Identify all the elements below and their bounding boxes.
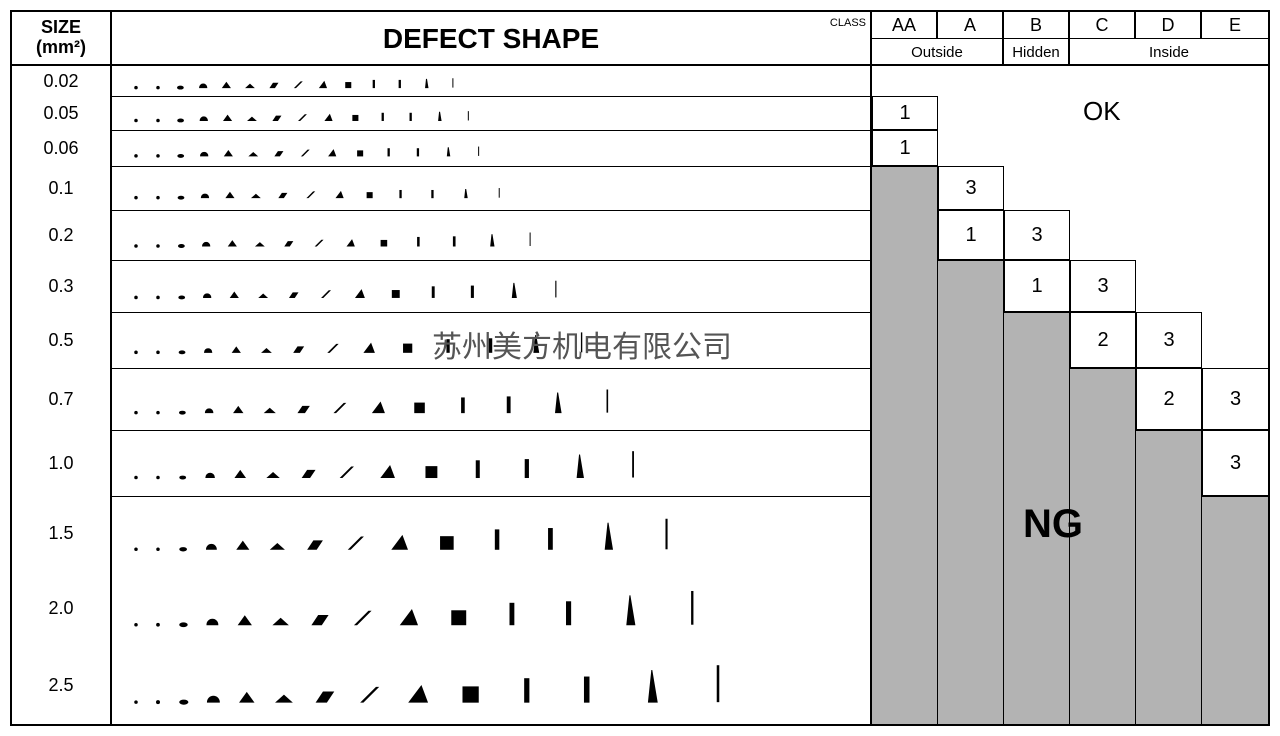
class-limit-cell: 2 bbox=[1136, 368, 1202, 430]
size-label: 0.06 bbox=[12, 130, 112, 166]
class-limit-cell: 1 bbox=[872, 96, 938, 130]
defect-shape-row bbox=[112, 368, 872, 430]
class-group-hidden: Hidden bbox=[1004, 39, 1070, 66]
class-header-B: B bbox=[1004, 12, 1070, 39]
class-header-AA: AA bbox=[872, 12, 938, 39]
size-label: 1.0 bbox=[12, 430, 112, 496]
defect-shape-row bbox=[112, 496, 872, 570]
defect-shape-row bbox=[112, 260, 872, 312]
defect-shape-row bbox=[112, 130, 872, 166]
class-limit-cell: 1 bbox=[872, 130, 938, 166]
size-label: 0.1 bbox=[12, 166, 112, 210]
class-limit-cell: 1 bbox=[938, 210, 1004, 260]
ok-label: OK bbox=[1083, 96, 1121, 127]
ng-region bbox=[1202, 496, 1268, 724]
size-label: 0.05 bbox=[12, 96, 112, 130]
header-defect-shape: DEFECT SHAPE CLASS bbox=[112, 12, 872, 66]
defect-shape-row bbox=[112, 96, 872, 130]
defect-shape-row bbox=[112, 166, 872, 210]
class-header-A: A bbox=[938, 12, 1004, 39]
class-limit-cell: 3 bbox=[1004, 210, 1070, 260]
class-limit-cell: 3 bbox=[938, 166, 1004, 210]
ng-region bbox=[872, 166, 938, 724]
size-label: 2.5 bbox=[12, 646, 112, 724]
class-limit-cell: 3 bbox=[1136, 312, 1202, 368]
size-label: 1.5 bbox=[12, 496, 112, 570]
ng-region bbox=[938, 260, 1004, 724]
header-class-label: CLASS bbox=[830, 18, 866, 29]
header-size: SIZE (mm²) bbox=[12, 12, 112, 66]
class-limit-cell: 3 bbox=[1202, 430, 1268, 496]
defect-shape-row bbox=[112, 570, 872, 646]
class-limit-cell: 1 bbox=[1004, 260, 1070, 312]
size-label: 0.5 bbox=[12, 312, 112, 368]
defect-shape-row bbox=[112, 312, 872, 368]
size-label: 0.7 bbox=[12, 368, 112, 430]
class-header-C: C bbox=[1070, 12, 1136, 39]
header-size-line2: (mm²) bbox=[12, 38, 110, 58]
class-header-E: E bbox=[1202, 12, 1268, 39]
defect-shape-row bbox=[112, 646, 872, 724]
ng-region bbox=[1136, 430, 1202, 724]
defect-shape-row bbox=[112, 66, 872, 96]
class-limit-cell: 3 bbox=[1070, 260, 1136, 312]
class-group-inside: Inside bbox=[1070, 39, 1268, 66]
chart-frame: SIZE (mm²) DEFECT SHAPE CLASS AAABCDEOut… bbox=[10, 10, 1270, 726]
size-label: 0.02 bbox=[12, 66, 112, 96]
size-label: 0.2 bbox=[12, 210, 112, 260]
class-header-D: D bbox=[1136, 12, 1202, 39]
class-limit-cell: 2 bbox=[1070, 312, 1136, 368]
class-limit-cell: 3 bbox=[1202, 368, 1268, 430]
defect-shape-row bbox=[112, 430, 872, 496]
size-label: 2.0 bbox=[12, 570, 112, 646]
classification-grid: 113131323233 bbox=[872, 66, 1268, 724]
class-group-outside: Outside bbox=[872, 39, 1004, 66]
ng-label: NG bbox=[1023, 502, 1083, 547]
defect-shape-row bbox=[112, 210, 872, 260]
header-size-line1: SIZE bbox=[12, 18, 110, 38]
size-label: 0.3 bbox=[12, 260, 112, 312]
header-defect-label: DEFECT SHAPE bbox=[383, 23, 599, 54]
